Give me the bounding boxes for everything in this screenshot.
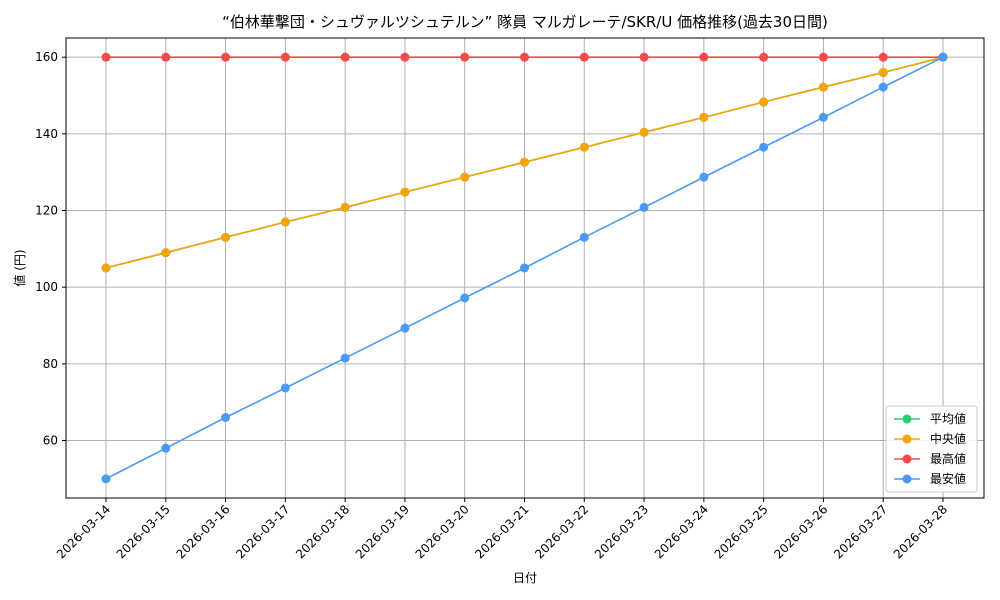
data-point bbox=[400, 187, 410, 197]
x-tick-label: 2026-03-16 bbox=[173, 502, 232, 561]
y-tick-label: 80 bbox=[43, 357, 58, 371]
data-point bbox=[460, 293, 470, 303]
legend-swatch-marker bbox=[902, 454, 912, 464]
data-point bbox=[878, 52, 888, 62]
data-point bbox=[340, 52, 350, 62]
x-tick-label: 2026-03-14 bbox=[54, 502, 113, 561]
data-point bbox=[221, 52, 231, 62]
data-point bbox=[340, 353, 350, 363]
legend-swatch-marker bbox=[902, 414, 912, 424]
data-point bbox=[280, 217, 290, 227]
data-point bbox=[818, 112, 828, 122]
data-point bbox=[520, 157, 529, 167]
data-point bbox=[460, 52, 470, 62]
data-point bbox=[101, 263, 111, 273]
x-tick-label: 2026-03-15 bbox=[114, 502, 173, 561]
data-point bbox=[639, 127, 649, 137]
x-tick-label: 2026-03-20 bbox=[413, 502, 472, 561]
data-point bbox=[699, 172, 709, 182]
data-point bbox=[639, 202, 649, 212]
y-tick-label: 60 bbox=[43, 434, 58, 448]
y-tick-label: 100 bbox=[35, 280, 58, 294]
data-point bbox=[938, 52, 948, 62]
data-point bbox=[520, 52, 529, 62]
legend-item: 平均値 bbox=[894, 411, 966, 426]
legend-label: 最安値 bbox=[930, 471, 966, 486]
data-point bbox=[759, 142, 769, 152]
x-tick-label: 2026-03-25 bbox=[712, 502, 771, 561]
data-point bbox=[161, 52, 171, 62]
x-tick-label: 2026-03-21 bbox=[472, 502, 531, 561]
legend-label: 中央値 bbox=[930, 431, 966, 446]
x-tick-label: 2026-03-26 bbox=[771, 502, 830, 561]
data-point bbox=[161, 248, 171, 258]
legend-item: 中央値 bbox=[894, 431, 966, 446]
x-tick-label: 2026-03-24 bbox=[652, 502, 711, 561]
data-point bbox=[699, 52, 709, 62]
series-最安値 bbox=[101, 52, 948, 484]
x-tick-label: 2026-03-23 bbox=[592, 502, 651, 561]
data-point bbox=[340, 202, 350, 212]
legend-label: 最高値 bbox=[930, 451, 966, 466]
data-point bbox=[460, 172, 470, 182]
data-point bbox=[161, 443, 171, 453]
legend-box bbox=[885, 405, 978, 493]
legend-item: 最安値 bbox=[894, 471, 966, 486]
data-point bbox=[101, 52, 111, 62]
data-point bbox=[400, 52, 410, 62]
x-tick-label: 2026-03-18 bbox=[293, 502, 352, 561]
data-point bbox=[400, 323, 410, 333]
legend-swatch-marker bbox=[902, 434, 912, 444]
legend-label: 平均値 bbox=[930, 411, 966, 426]
x-tick-label: 2026-03-17 bbox=[233, 502, 292, 561]
data-point bbox=[759, 52, 769, 62]
x-axis-ticks: 2026-03-14 2026-03-15 2026-03-16 2026-03-17… bbox=[54, 498, 950, 561]
data-point bbox=[579, 232, 589, 242]
x-tick-label: 2026-03-28 bbox=[891, 502, 950, 561]
x-tick-label: 2026-03-19 bbox=[353, 502, 412, 561]
data-point bbox=[579, 52, 589, 62]
data-point bbox=[101, 474, 111, 484]
y-tick-label: 140 bbox=[35, 127, 58, 141]
data-point bbox=[878, 68, 888, 77]
data-point bbox=[639, 52, 649, 62]
data-point bbox=[280, 383, 290, 393]
data-point bbox=[818, 82, 828, 92]
data-point bbox=[878, 82, 888, 92]
legend-swatch-marker bbox=[902, 474, 912, 484]
data-point bbox=[221, 413, 231, 422]
y-axis-label: 値 (円) bbox=[12, 249, 27, 286]
y-tick-label: 160 bbox=[35, 50, 58, 64]
data-point bbox=[221, 232, 231, 242]
data-point bbox=[579, 142, 589, 152]
chart-title: “伯林華撃団・シュヴァルツシュテルン” 隊員 マルガレーテ/SKR/U 価格推移… bbox=[222, 13, 828, 31]
data-point bbox=[818, 52, 828, 62]
data-point bbox=[280, 52, 290, 62]
data-point bbox=[699, 112, 709, 122]
series-group bbox=[101, 52, 948, 484]
x-tick-label: 2026-03-22 bbox=[532, 502, 591, 561]
legend-item: 最高値 bbox=[894, 451, 966, 466]
series-最高値 bbox=[101, 52, 948, 62]
y-axis-ticks: 60 80 100 120 140 160 bbox=[35, 50, 66, 448]
data-point bbox=[759, 97, 769, 107]
data-point bbox=[520, 263, 529, 273]
y-tick-label: 120 bbox=[35, 204, 58, 218]
x-axis-label: 日付 bbox=[513, 571, 537, 585]
x-tick-label: 2026-03-27 bbox=[831, 502, 890, 561]
